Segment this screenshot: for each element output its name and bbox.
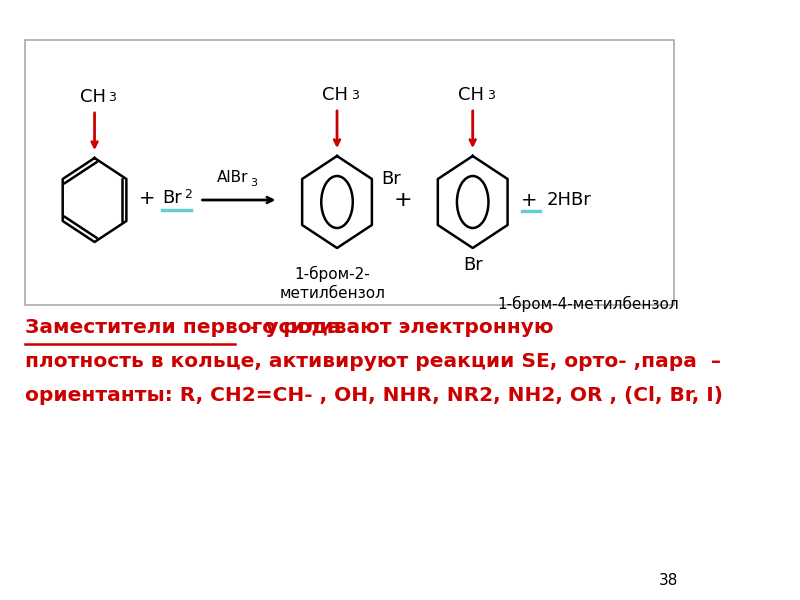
Text: Br: Br xyxy=(463,256,482,274)
Text: +: + xyxy=(139,188,155,208)
Text: 1-бром-4-метилбензол: 1-бром-4-метилбензол xyxy=(498,296,679,312)
Text: Заместители первого рода: Заместители первого рода xyxy=(25,318,341,337)
Text: 2HBr: 2HBr xyxy=(546,191,591,209)
Text: Br: Br xyxy=(381,170,401,188)
Text: ориентанты: R, CH2=CH- , OH, NHR, NR2, NH2, OR , (Cl, Br, I): ориентанты: R, CH2=CH- , OH, NHR, NR2, N… xyxy=(25,386,722,405)
FancyBboxPatch shape xyxy=(25,40,674,305)
Text: 1-бром-2-: 1-бром-2- xyxy=(294,266,370,282)
Text: 38: 38 xyxy=(659,573,678,588)
Text: AlBr: AlBr xyxy=(217,170,249,185)
Text: 3: 3 xyxy=(486,89,494,102)
Text: - усиливают электронную: - усиливают электронную xyxy=(236,318,554,337)
Text: 3: 3 xyxy=(109,91,117,104)
Text: +: + xyxy=(522,191,538,209)
Text: плотность в кольце, активируют реакции SE, орто- ,пара  –: плотность в кольце, активируют реакции S… xyxy=(25,352,721,371)
Text: +: + xyxy=(394,190,412,210)
Text: 2: 2 xyxy=(184,187,192,200)
Text: CH: CH xyxy=(458,86,484,104)
Text: CH: CH xyxy=(80,88,106,106)
Text: 3: 3 xyxy=(351,89,359,102)
Text: Br: Br xyxy=(162,189,182,207)
Text: 3: 3 xyxy=(250,178,258,188)
Text: метилбензол: метилбензол xyxy=(280,286,386,301)
Text: CH: CH xyxy=(322,86,348,104)
